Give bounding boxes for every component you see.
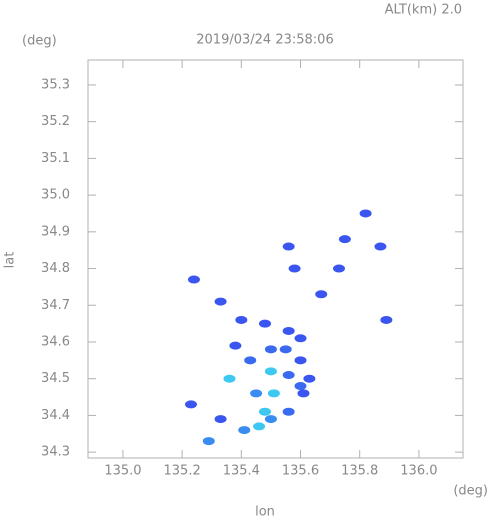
echo bbox=[279, 345, 292, 354]
echo bbox=[214, 415, 227, 424]
echo bbox=[250, 389, 263, 398]
echo bbox=[338, 235, 351, 244]
x-unit: (deg) bbox=[453, 484, 488, 499]
echo bbox=[374, 242, 387, 251]
echo bbox=[264, 345, 277, 354]
y-tick-label: 34.5 bbox=[41, 371, 70, 386]
echo bbox=[258, 319, 271, 328]
x-tick-label: 135.6 bbox=[282, 464, 319, 479]
echo bbox=[258, 407, 271, 416]
x-tick-label: 135.4 bbox=[223, 464, 260, 479]
altitude: ALT(km) 2.0 bbox=[385, 3, 462, 18]
y-tick-label: 34.3 bbox=[41, 445, 70, 460]
echo bbox=[332, 264, 345, 273]
y-unit: (deg) bbox=[22, 34, 57, 49]
echo bbox=[303, 374, 316, 383]
x-tick-label: 135.2 bbox=[164, 464, 201, 479]
y-tick-label: 34.9 bbox=[41, 224, 70, 239]
x-tick-label: 136.0 bbox=[400, 464, 437, 479]
echo bbox=[282, 242, 295, 251]
echo bbox=[315, 290, 328, 299]
echo bbox=[294, 356, 307, 365]
x-tick-label: 135.0 bbox=[104, 464, 141, 479]
echo bbox=[297, 389, 310, 398]
echo bbox=[235, 315, 248, 324]
echo bbox=[253, 422, 266, 431]
x-label: lon bbox=[255, 505, 275, 520]
echo bbox=[380, 315, 393, 324]
echo bbox=[282, 326, 295, 335]
y-tick-label: 35.0 bbox=[41, 188, 70, 203]
echo bbox=[187, 275, 200, 284]
echo bbox=[294, 382, 307, 391]
plot-frame bbox=[87, 59, 464, 459]
y-tick-label: 35.1 bbox=[41, 151, 70, 166]
echo bbox=[282, 371, 295, 380]
y-tick-label: 35.3 bbox=[41, 77, 70, 92]
echo bbox=[282, 407, 295, 416]
y-tick-label: 34.4 bbox=[41, 408, 70, 423]
echo bbox=[264, 415, 277, 424]
echo bbox=[229, 341, 242, 350]
y-tick-label: 34.6 bbox=[41, 334, 70, 349]
echo bbox=[264, 367, 277, 376]
y-tick-label: 35.2 bbox=[41, 114, 70, 129]
x-tick-label: 135.8 bbox=[341, 464, 378, 479]
echo bbox=[288, 264, 301, 273]
echo bbox=[244, 356, 257, 365]
echo bbox=[202, 437, 215, 446]
y-tick-label: 34.7 bbox=[41, 298, 70, 313]
y-tick-label: 34.8 bbox=[41, 261, 70, 276]
echo bbox=[223, 374, 236, 383]
echo bbox=[184, 400, 197, 409]
echo bbox=[294, 334, 307, 343]
echo bbox=[267, 389, 280, 398]
echo bbox=[214, 297, 227, 306]
echo bbox=[359, 209, 372, 218]
chart-title: 2019/03/24 23:58:06 bbox=[196, 33, 333, 48]
echo bbox=[238, 426, 251, 435]
y-label: lat bbox=[3, 252, 18, 269]
